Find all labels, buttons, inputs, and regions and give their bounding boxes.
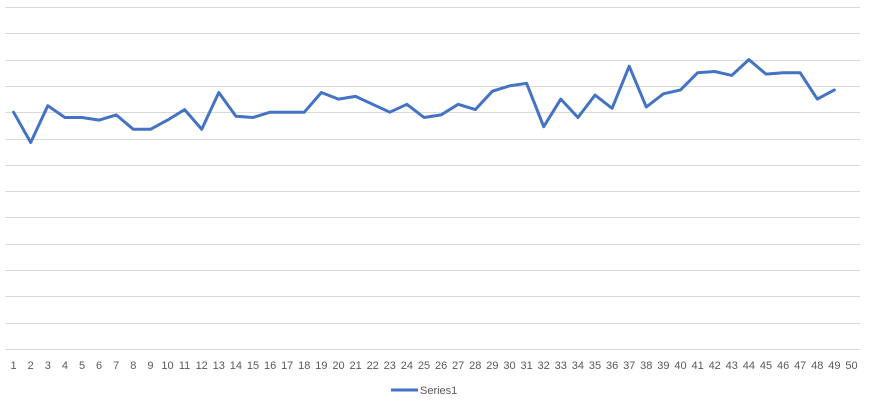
x-tick-label: 35 (589, 360, 601, 372)
x-tick-label: 16 (264, 360, 276, 372)
x-tick-label: 38 (640, 360, 652, 372)
x-tick-label: 33 (555, 360, 567, 372)
x-tick-label: 27 (452, 360, 464, 372)
x-tick-label: 31 (520, 360, 532, 372)
x-tick-label: 22 (367, 360, 379, 372)
x-tick-label: 30 (503, 360, 515, 372)
x-tick-label: 32 (538, 360, 550, 372)
x-tick-label: 48 (811, 360, 823, 372)
x-tick-label: 18 (298, 360, 310, 372)
x-tick-label: 43 (726, 360, 738, 372)
x-tick-label: 9 (147, 360, 153, 372)
x-tick-label: 28 (469, 360, 481, 372)
x-tick-label: 26 (435, 360, 447, 372)
x-axis-tick-labels: 1 2 3 4 5 6 7 8 9 10 11 12 13 14 15 16 17 18 19 20 21 22 23 24 2… (11, 360, 858, 372)
series-layer (12, 58, 836, 144)
legend-label: Series1 (420, 385, 457, 397)
x-tick-label: 12 (196, 360, 208, 372)
x-tick-label: 45 (760, 360, 772, 372)
x-tick-label: 23 (384, 360, 396, 372)
x-tick-label: 25 (418, 360, 430, 372)
x-tick-label: 34 (572, 360, 584, 372)
x-tick-label: 4 (62, 360, 68, 372)
x-tick-label: 1 (11, 360, 17, 372)
legend: Series1 (391, 385, 457, 397)
x-tick-label: 5 (79, 360, 85, 372)
x-tick-label: 47 (794, 360, 806, 372)
x-tick-label: 7 (113, 360, 119, 372)
x-tick-label: 19 (315, 360, 327, 372)
x-tick-label: 50 (845, 360, 857, 372)
x-tick-label: 17 (281, 360, 293, 372)
x-tick-label: 10 (161, 360, 173, 372)
x-tick-label: 11 (179, 360, 190, 372)
series-line-1 (12, 58, 836, 144)
x-tick-label: 46 (777, 360, 789, 372)
x-tick-label: 40 (674, 360, 686, 372)
x-tick-label: 42 (709, 360, 721, 372)
x-tick-label: 44 (743, 360, 755, 372)
gridlines (5, 7, 860, 350)
x-tick-label: 21 (349, 360, 361, 372)
x-tick-label: 2 (28, 360, 34, 372)
x-tick-label: 14 (230, 360, 242, 372)
x-tick-label: 36 (606, 360, 618, 372)
x-tick-label: 39 (657, 360, 669, 372)
x-tick-label: 13 (213, 360, 225, 372)
x-tick-label: 49 (828, 360, 840, 372)
x-tick-label: 8 (130, 360, 136, 372)
x-tick-label: 20 (332, 360, 344, 372)
x-tick-label: 24 (401, 360, 413, 372)
x-tick-label: 6 (96, 360, 102, 372)
x-tick-label: 3 (45, 360, 51, 372)
x-tick-label: 15 (247, 360, 259, 372)
x-tick-label: 37 (623, 360, 635, 372)
x-tick-label: 41 (691, 360, 703, 372)
x-tick-label: 29 (486, 360, 498, 372)
